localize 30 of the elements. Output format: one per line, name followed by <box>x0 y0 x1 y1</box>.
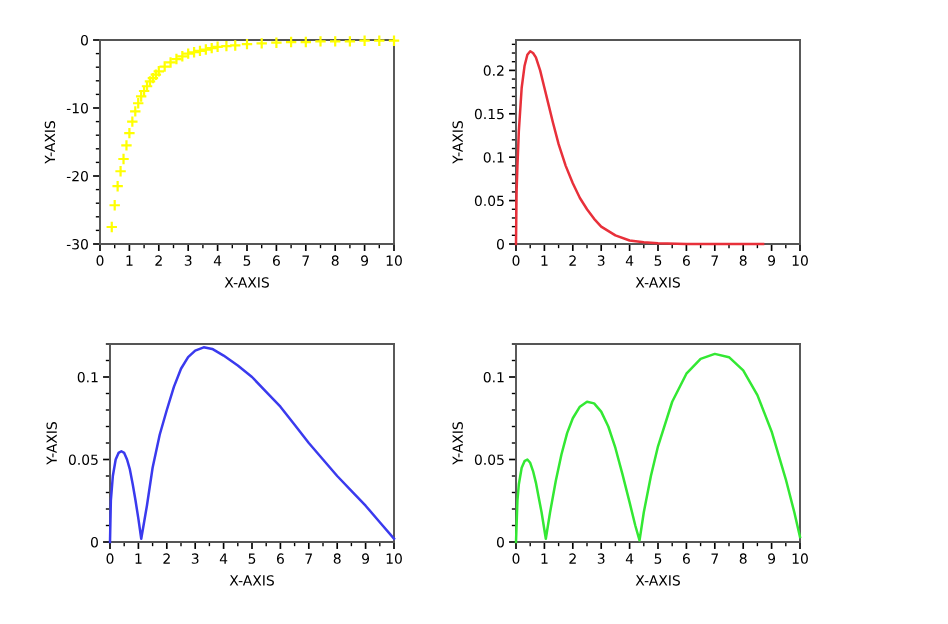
point <box>228 39 242 52</box>
point <box>187 45 201 59</box>
point <box>240 37 254 51</box>
point <box>181 47 195 60</box>
point <box>284 35 298 49</box>
point <box>328 35 342 48</box>
point <box>108 198 122 212</box>
point <box>114 164 127 178</box>
point <box>105 220 119 234</box>
line-series <box>514 50 765 246</box>
point <box>176 50 189 63</box>
point <box>120 139 133 152</box>
point <box>372 34 386 47</box>
point <box>170 52 183 66</box>
point <box>111 179 124 193</box>
point <box>270 36 283 50</box>
line-series <box>108 346 396 544</box>
point <box>299 35 313 49</box>
point <box>358 34 371 47</box>
point <box>205 41 219 55</box>
point <box>343 35 357 48</box>
point <box>387 34 401 47</box>
point <box>255 37 269 50</box>
point <box>199 43 213 56</box>
point <box>123 126 136 140</box>
point <box>164 56 177 69</box>
point <box>193 44 207 58</box>
point <box>131 96 145 110</box>
point <box>117 152 130 166</box>
point <box>314 35 327 48</box>
